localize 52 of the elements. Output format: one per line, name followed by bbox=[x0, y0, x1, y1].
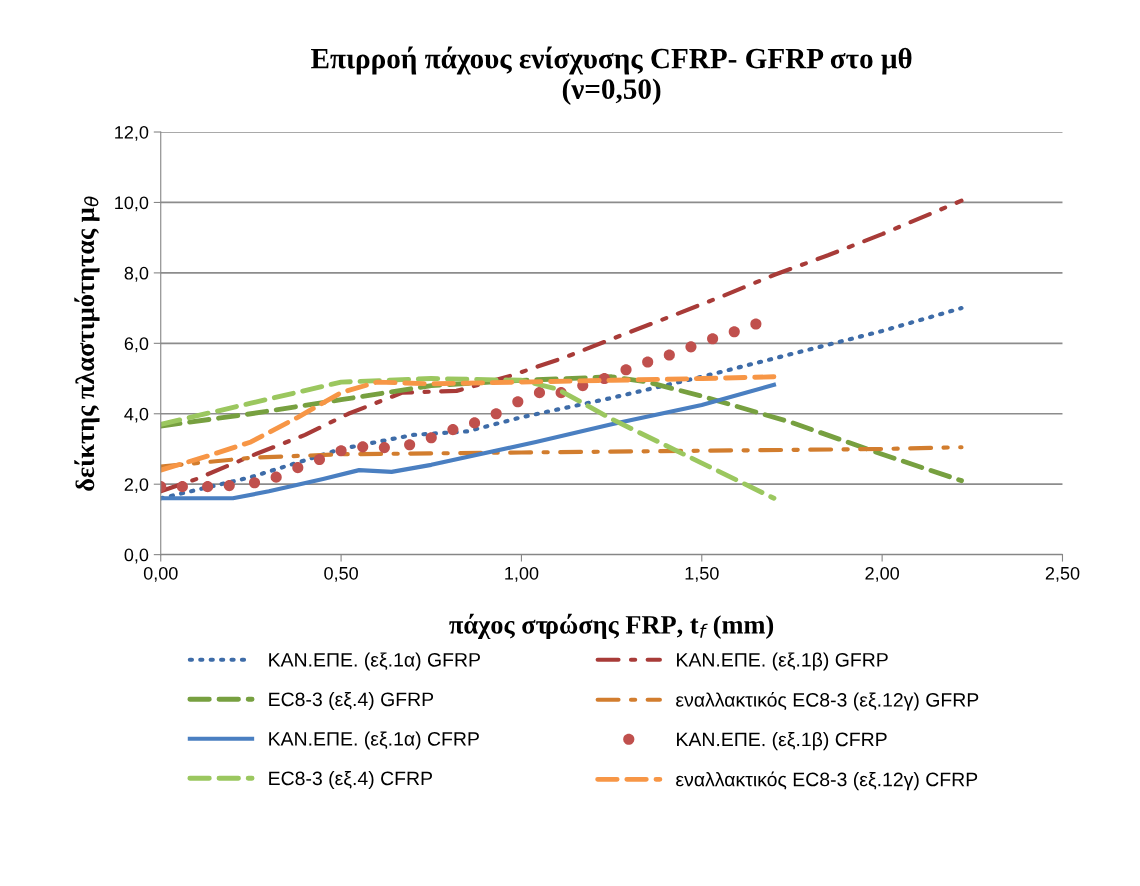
y-tick-label: 4,0 bbox=[124, 407, 149, 423]
y-tick-label: 12,0 bbox=[115, 125, 149, 141]
y-tick-label: 0,0 bbox=[124, 548, 149, 564]
x-tick-label: 0,50 bbox=[324, 566, 358, 582]
point bbox=[490, 408, 502, 420]
x-tick-label: 1,00 bbox=[505, 566, 539, 582]
point bbox=[533, 387, 546, 399]
point bbox=[378, 442, 390, 454]
y-tick-label: 6,0 bbox=[124, 337, 149, 353]
x-tick-label: 1,50 bbox=[685, 566, 719, 582]
point bbox=[685, 341, 697, 353]
y-tick-label: 10,0 bbox=[115, 196, 149, 212]
legend-label: EC8-3 (εξ.4) CFRP bbox=[269, 770, 432, 790]
point bbox=[335, 445, 347, 457]
x-tick-label: 0,00 bbox=[143, 566, 178, 582]
point bbox=[313, 453, 325, 466]
line-series bbox=[160, 374, 964, 484]
point bbox=[620, 364, 632, 376]
point bbox=[176, 481, 188, 493]
point bbox=[447, 424, 459, 436]
x-tick-label: 2,50 bbox=[1045, 566, 1080, 582]
line-series bbox=[160, 374, 777, 473]
point bbox=[468, 417, 481, 429]
point bbox=[404, 439, 416, 451]
legend-label: εναλλακτικός EC8-3 (εξ.12γ) GFRP bbox=[676, 691, 979, 711]
line-series bbox=[160, 445, 964, 469]
x-tick-label: 2,00 bbox=[865, 566, 899, 582]
chart-title: Επιρροή πάχους ενίσχυσης CFRP- GFRP στο μθ (ν=0,50) bbox=[311, 46, 912, 105]
point bbox=[292, 462, 304, 474]
point bbox=[642, 356, 654, 368]
legend-label: ΚΑΝ.ΕΠΕ. (εξ.1α) GFRP bbox=[269, 652, 480, 671]
point bbox=[663, 349, 675, 361]
line-series bbox=[160, 198, 964, 494]
y-tick-label: 8,0 bbox=[124, 266, 149, 282]
legend-label: ΚΑΝ.ΕΠΕ. (εξ.1α) CFRP bbox=[269, 731, 479, 750]
point bbox=[425, 432, 437, 444]
y-axis-title: δείκτης πλαστιμότητας μ$_{θ}$ bbox=[74, 196, 100, 491]
legend-label: ΚΑΝ.ΕΠΕ. (εξ.1β) GFRP bbox=[677, 652, 888, 671]
x-axis-title: πάχος στρώσης FRP, t$_{f}$ (mm) bbox=[449, 613, 774, 640]
point bbox=[707, 333, 719, 345]
point bbox=[270, 471, 282, 483]
point bbox=[202, 481, 214, 493]
legend-label: ΚΑΝ.ΕΠΕ. (εξ.1β) CFRP bbox=[677, 732, 887, 751]
point bbox=[357, 441, 369, 453]
y-tick-label: 2,0 bbox=[124, 478, 149, 494]
point bbox=[512, 396, 524, 408]
point bbox=[750, 318, 762, 330]
legend-label: εναλλακτικός EC8-3 (εξ.12γ) CFRP bbox=[676, 771, 978, 791]
point bbox=[248, 477, 261, 489]
legend-label: EC8-3 (εξ.4) GFRP bbox=[269, 691, 434, 711]
point bbox=[223, 480, 235, 492]
point bbox=[728, 326, 740, 338]
